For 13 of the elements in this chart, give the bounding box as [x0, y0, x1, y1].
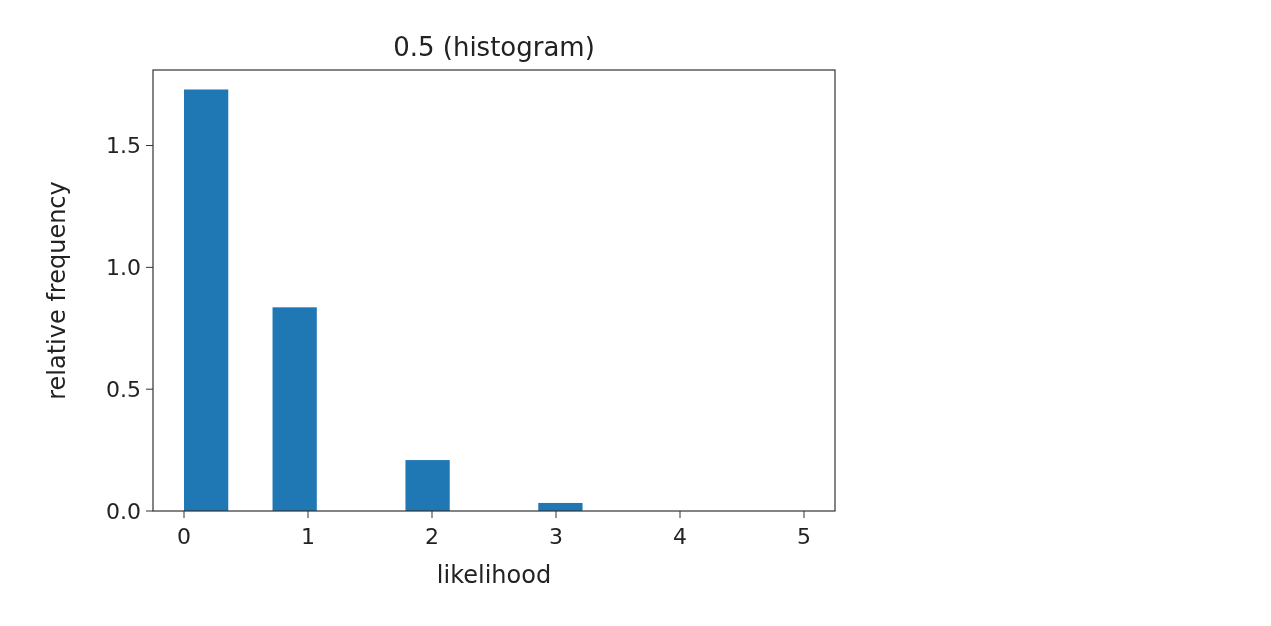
x-tick-label: 4 [673, 524, 687, 549]
y-tick-label: 1.5 [106, 133, 141, 159]
y-tick-label: 0.5 [106, 376, 141, 402]
y-axis-title: relative frequency [43, 181, 71, 400]
y-tick-label: 1.0 [106, 255, 141, 281]
x-tick-label: 0 [177, 524, 191, 549]
chart-title: 0.5 (histogram) [393, 32, 595, 62]
x-tick-label: 2 [425, 524, 439, 549]
x-tick-label: 5 [797, 524, 811, 549]
x-tick-label: 1 [301, 524, 315, 549]
y-tick-label: 0.0 [106, 498, 141, 524]
x-axis-title: likelihood [436, 561, 552, 589]
x-tick-label: 3 [549, 524, 563, 549]
